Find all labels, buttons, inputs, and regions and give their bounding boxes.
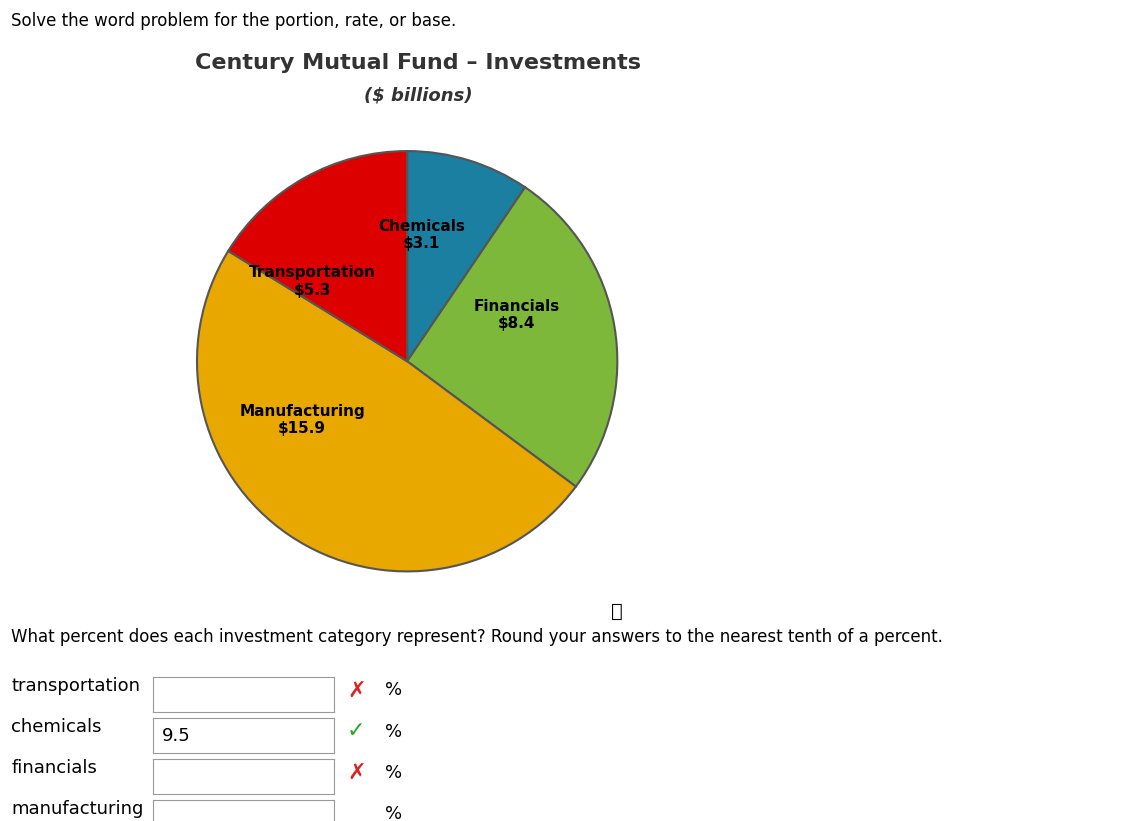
Text: 9.5: 9.5 bbox=[162, 727, 190, 745]
Text: Chemicals
$3.1: Chemicals $3.1 bbox=[379, 219, 465, 251]
Text: %: % bbox=[385, 681, 402, 699]
Text: transportation: transportation bbox=[11, 677, 140, 695]
Wedge shape bbox=[197, 251, 576, 571]
Text: %: % bbox=[385, 805, 402, 821]
Text: %: % bbox=[385, 722, 402, 741]
Text: Solve the word problem for the portion, rate, or base.: Solve the word problem for the portion, … bbox=[11, 12, 457, 30]
Text: financials: financials bbox=[11, 759, 97, 777]
Text: Century Mutual Fund – Investments: Century Mutual Fund – Investments bbox=[196, 53, 641, 73]
Wedge shape bbox=[407, 151, 525, 361]
Text: Manufacturing
$15.9: Manufacturing $15.9 bbox=[239, 404, 365, 436]
Text: chemicals: chemicals bbox=[11, 718, 102, 736]
Text: Transportation
$5.3: Transportation $5.3 bbox=[249, 265, 375, 297]
Text: ✓: ✓ bbox=[347, 722, 365, 741]
Text: ⓘ: ⓘ bbox=[611, 602, 622, 621]
Text: ($ billions): ($ billions) bbox=[364, 86, 473, 104]
Wedge shape bbox=[407, 187, 618, 487]
Text: %: % bbox=[385, 764, 402, 782]
Text: What percent does each investment category represent? Round your answers to the : What percent does each investment catego… bbox=[11, 628, 943, 646]
Text: ✗: ✗ bbox=[347, 763, 365, 782]
Text: manufacturing: manufacturing bbox=[11, 800, 144, 819]
Wedge shape bbox=[228, 151, 407, 361]
Text: ✗: ✗ bbox=[347, 681, 365, 700]
Text: Financials
$8.4: Financials $8.4 bbox=[474, 299, 560, 331]
